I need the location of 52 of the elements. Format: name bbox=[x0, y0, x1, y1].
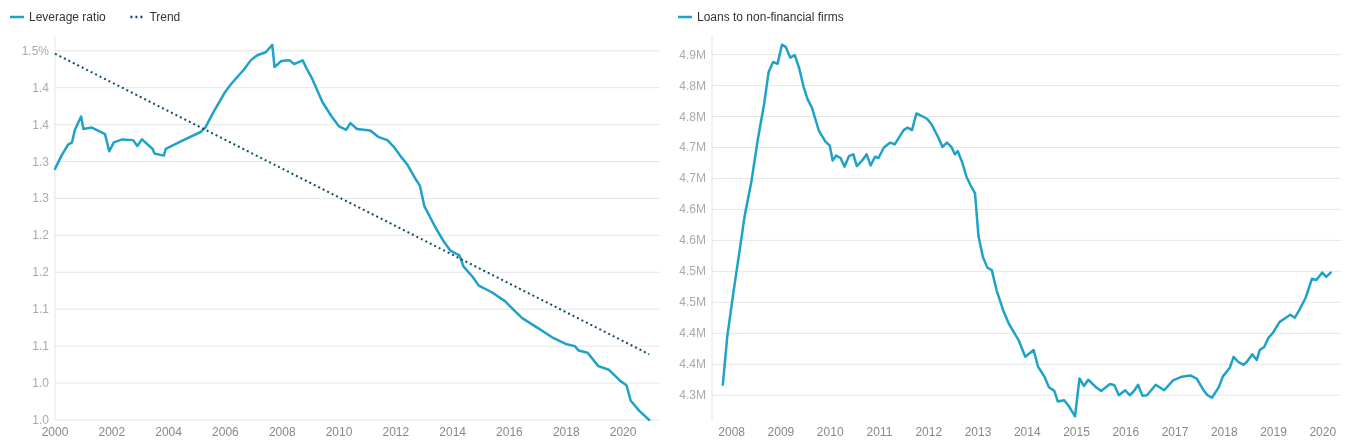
x-tick-label: 2015 bbox=[1063, 425, 1091, 439]
y-tick-label: 4.8M bbox=[679, 78, 706, 93]
x-tick-label: 2016 bbox=[496, 425, 524, 439]
x-tick-label: 2008 bbox=[268, 425, 296, 439]
y-tick-label: 4.8M bbox=[679, 109, 706, 124]
y-tick-label: 4.4M bbox=[679, 326, 706, 341]
y-tick-label: 1.2 bbox=[32, 228, 50, 243]
y-tick-label: 1.3 bbox=[32, 191, 50, 206]
legend-label: Trend bbox=[149, 10, 181, 24]
x-tick-label: 2020 bbox=[609, 425, 637, 439]
x-tick-label: 2012 bbox=[382, 425, 410, 439]
y-tick-label: 1.4 bbox=[32, 117, 50, 132]
x-tick-label: 2002 bbox=[98, 425, 126, 439]
x-tick-label: 2010 bbox=[816, 425, 844, 439]
x-tick-label: 2016 bbox=[1112, 425, 1140, 439]
x-tick-label: 2000 bbox=[41, 425, 69, 439]
x-tick-label: 2014 bbox=[1013, 425, 1041, 439]
y-tick-label: 1.4 bbox=[32, 80, 50, 95]
y-tick-label: 4.6M bbox=[679, 233, 706, 248]
x-tick-label: 2018 bbox=[552, 425, 580, 439]
y-tick-label: 1.0 bbox=[32, 376, 50, 391]
y-tick-label: 4.4M bbox=[679, 357, 706, 372]
y-tick-label: 4.5M bbox=[679, 295, 706, 310]
y-tick-label: 4.5M bbox=[679, 264, 706, 279]
x-tick-label: 2009 bbox=[767, 425, 795, 439]
x-tick-label: 2018 bbox=[1210, 425, 1238, 439]
x-tick-label: 2011 bbox=[866, 425, 893, 439]
line-series bbox=[721, 43, 1332, 418]
y-tick-label: 4.9M bbox=[679, 47, 706, 62]
x-tick-label: 2010 bbox=[325, 425, 353, 439]
y-tick-label: 1.0 bbox=[32, 413, 50, 427]
x-tick-label: 2012 bbox=[915, 425, 943, 439]
y-tick-label: 1.1 bbox=[32, 339, 50, 354]
x-tick-label: 2006 bbox=[212, 425, 240, 439]
x-tick-label: 2004 bbox=[155, 425, 183, 439]
legend-label: Leverage ratio bbox=[29, 10, 107, 24]
x-tick-label: 2008 bbox=[718, 425, 746, 439]
y-tick-label: 1.5% bbox=[21, 43, 50, 58]
y-tick-label: 1.3 bbox=[32, 154, 50, 169]
y-tick-label: 4.6M bbox=[679, 202, 706, 217]
x-tick-label: 2013 bbox=[964, 425, 992, 439]
line-series bbox=[53, 43, 651, 422]
y-tick-label: 1.2 bbox=[32, 265, 50, 280]
y-tick-label: 1.1 bbox=[32, 302, 50, 317]
x-tick-label: 2017 bbox=[1161, 425, 1189, 439]
legend-label: Loans to non-financial firms bbox=[697, 10, 844, 24]
y-tick-label: 4.7M bbox=[679, 140, 706, 155]
y-tick-label: 4.3M bbox=[679, 388, 706, 403]
x-tick-label: 2019 bbox=[1260, 425, 1288, 439]
x-tick-label: 2020 bbox=[1309, 425, 1337, 439]
x-tick-label: 2014 bbox=[439, 425, 467, 439]
y-tick-label: 4.7M bbox=[679, 171, 706, 186]
